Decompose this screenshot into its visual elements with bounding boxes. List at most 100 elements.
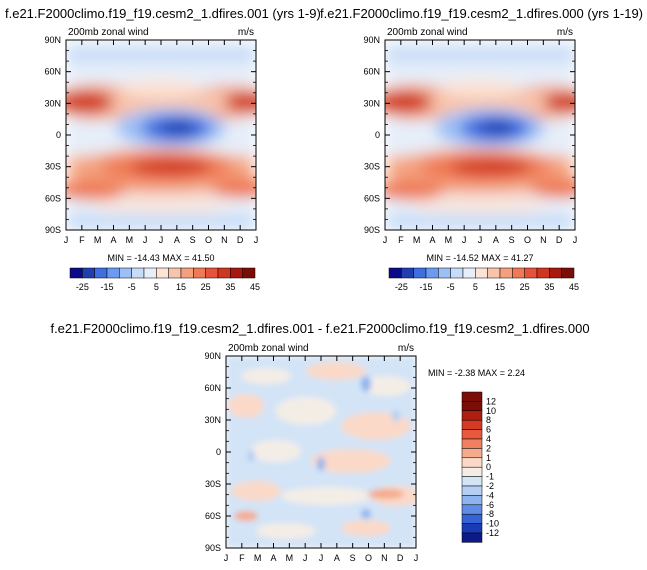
colorbar-swatch (69, 267, 83, 279)
colorbar-swatch (461, 523, 483, 534)
colorbar-label: -5 (447, 282, 455, 292)
x-tick-label: O (205, 235, 212, 245)
colorbar-swatch (438, 267, 451, 279)
x-tick-label: A (334, 553, 340, 563)
panel1-subtitle-right: m/s (238, 27, 254, 38)
x-tick-label: J (414, 553, 419, 563)
y-tick-label: 90S (45, 225, 61, 235)
y-tick-label: 30S (364, 162, 380, 172)
colorbar-swatch (450, 267, 464, 279)
colorbar-swatch (512, 267, 525, 279)
colorbar-label: -15 (100, 282, 113, 292)
colorbar-swatch (413, 267, 427, 279)
colorbar-swatch (487, 267, 501, 279)
panel2-subtitle-right: m/s (557, 27, 573, 38)
colorbar-swatch (549, 267, 562, 279)
x-tick-label: S (350, 553, 356, 563)
y-tick-label: 90N (204, 351, 221, 361)
x-tick-label: J (159, 235, 164, 245)
colorbar-swatch (180, 267, 194, 279)
colorbar-label: 25 (201, 282, 211, 292)
x-tick-label: N (540, 235, 547, 245)
x-tick-label: S (509, 235, 515, 245)
y-tick-label: 60S (205, 511, 221, 521)
panel2-title: f.e21.F2000climo.f19_f19.cesm2_1.dfires.… (320, 6, 643, 21)
x-tick-label: M (286, 553, 294, 563)
y-tick-label: 30N (363, 98, 380, 108)
colorbar-swatch (561, 267, 575, 279)
colorbar-swatch (461, 410, 483, 421)
colorbar-swatch (461, 504, 483, 515)
colorbar-swatch (119, 267, 132, 279)
panel2-stats: MIN = -14.52 MAX = 41.27 (426, 253, 533, 263)
colorbar-swatch (205, 267, 219, 279)
x-tick-label: M (413, 235, 421, 245)
y-tick-label: 90N (363, 35, 380, 45)
x-tick-label: J (143, 235, 148, 245)
colorbar-swatch (524, 267, 538, 279)
colorbar-label: 35 (225, 282, 235, 292)
colorbar-swatch (94, 267, 108, 279)
colorbar-swatch (461, 513, 483, 524)
y-tick-label: 60N (363, 67, 380, 77)
colorbar-label: -12 (486, 528, 499, 538)
colorbar-label: 45 (250, 282, 260, 292)
colorbar-label: -25 (76, 282, 89, 292)
y-tick-label: 30S (45, 162, 61, 172)
panel2-y-axis: 90N 60N 30N 0 30S 60S 90S (363, 35, 575, 235)
colorbar-swatch (156, 267, 169, 279)
colorbar-label: -25 (395, 282, 408, 292)
colorbar-label: 12 (486, 396, 496, 406)
x-tick-label: O (365, 553, 372, 563)
y-tick-label: 30N (204, 415, 221, 425)
x-tick-label: J (573, 235, 578, 245)
colorbar-label: 10 (486, 406, 496, 416)
colorbar-swatch (461, 448, 483, 459)
x-tick-label: F (398, 235, 404, 245)
colorbar-swatch (82, 267, 95, 279)
colorbar-swatch (217, 267, 231, 279)
x-tick-label: J (462, 235, 467, 245)
colorbar-swatch (230, 267, 243, 279)
panel1-stats: MIN = -14.43 MAX = 41.50 (107, 253, 214, 263)
y-tick-label: 30S (205, 479, 221, 489)
panel1-subtitle-left: 200mb zonal wind (68, 27, 149, 38)
colorbar-swatch (131, 267, 145, 279)
y-tick-label: 90S (205, 543, 221, 553)
x-tick-label: O (524, 235, 531, 245)
colorbar-label: -2 (486, 481, 494, 491)
colorbar-swatch (462, 267, 476, 279)
panel2-plot (384, 39, 576, 231)
colorbar-label: -5 (128, 282, 136, 292)
x-tick-label: J (64, 235, 69, 245)
panel3-title: f.e21.F2000climo.f19_f19.cesm2_1.dfires.… (50, 321, 589, 336)
colorbar-label: 8 (486, 415, 491, 425)
x-tick-label: J (319, 553, 324, 563)
colorbar-swatch (461, 532, 483, 543)
colorbar-label: 35 (544, 282, 554, 292)
panel3-stats: MIN = -2.38 MAX = 2.24 (428, 368, 525, 378)
x-tick-label: N (381, 553, 388, 563)
panel2-colorbar: -25 -15 -5 5 15 25 35 45 (388, 267, 579, 292)
colorbar-swatch (461, 391, 483, 402)
x-tick-label: J (478, 235, 483, 245)
x-tick-label: A (429, 235, 435, 245)
y-tick-label: 0 (375, 130, 380, 140)
panel1-plot (65, 39, 257, 231)
colorbar-swatch (536, 267, 550, 279)
x-tick-label: M (126, 235, 134, 245)
colorbar-swatch (461, 419, 483, 430)
colorbar-label: 0 (486, 462, 491, 472)
colorbar-swatch (499, 267, 513, 279)
x-tick-label: F (79, 235, 85, 245)
x-tick-label: J (303, 553, 308, 563)
panel3-subtitle-right: m/s (398, 343, 414, 354)
colorbar-label: -10 (486, 519, 499, 529)
colorbar-label: -1 (486, 472, 494, 482)
x-tick-label: M (94, 235, 102, 245)
y-tick-label: 60S (364, 193, 380, 203)
colorbar-label: -15 (419, 282, 432, 292)
colorbar-swatch (106, 267, 120, 279)
panel3-subtitle-left: 200mb zonal wind (228, 343, 309, 354)
